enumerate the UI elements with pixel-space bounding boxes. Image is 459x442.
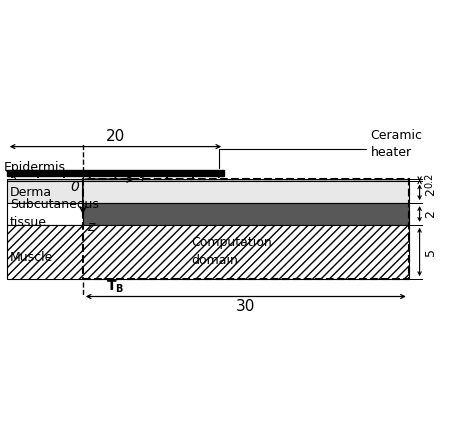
Text: 2: 2 — [424, 210, 437, 218]
Text: 5: 5 — [424, 248, 437, 256]
Text: 2: 2 — [424, 188, 437, 196]
Bar — [83, 179, 409, 279]
Bar — [7, 171, 224, 176]
Bar — [7, 179, 409, 181]
Text: z: z — [87, 221, 95, 234]
Text: Epidermis: Epidermis — [4, 161, 66, 174]
Bar — [7, 181, 409, 203]
Bar — [7, 203, 83, 225]
Bar — [7, 225, 409, 279]
Text: $\mathbf{T_B}$: $\mathbf{T_B}$ — [106, 278, 124, 295]
Text: r: r — [140, 171, 146, 185]
Text: 0.2: 0.2 — [424, 172, 434, 188]
Text: Ceramic
heater: Ceramic heater — [371, 130, 423, 160]
Text: 0: 0 — [71, 180, 79, 194]
Text: 30: 30 — [236, 299, 256, 314]
Text: 20: 20 — [106, 129, 125, 144]
Text: Subcutaneous
tissue: Subcutaneous tissue — [10, 198, 99, 229]
Text: Derma: Derma — [10, 186, 52, 199]
Text: Muscle: Muscle — [10, 251, 53, 264]
Text: Computation
domain: Computation domain — [191, 236, 272, 267]
Bar — [83, 203, 409, 225]
